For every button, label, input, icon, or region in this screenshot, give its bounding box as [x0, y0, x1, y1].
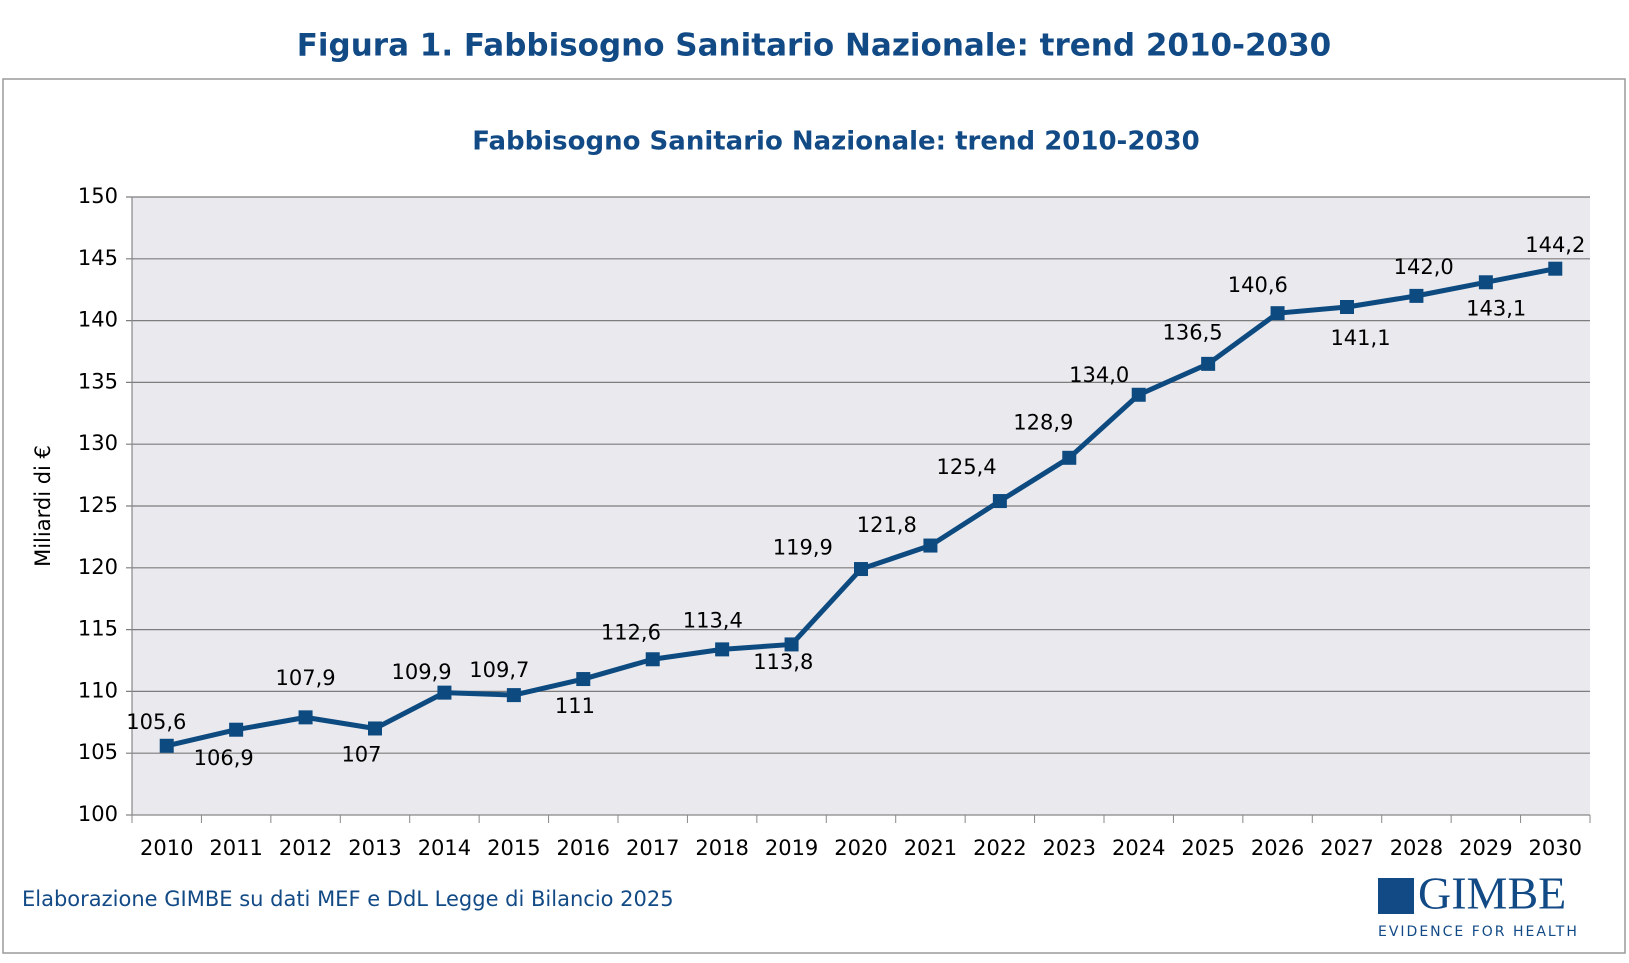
- y-tick-label: 150: [78, 184, 118, 208]
- data-marker: [1409, 288, 1424, 303]
- data-marker: [437, 685, 452, 700]
- data-marker: [1270, 306, 1285, 321]
- x-tick-label: 2024: [1112, 836, 1165, 860]
- y-tick-label: 100: [78, 802, 118, 826]
- data-marker: [992, 494, 1007, 509]
- x-tick-label: 2019: [765, 836, 818, 860]
- data-label: 107,9: [276, 666, 336, 690]
- data-label: 125,4: [937, 455, 997, 479]
- footer: Elaborazione GIMBE su dati MEF e DdL Leg…: [22, 887, 674, 911]
- data-label: 109,9: [392, 660, 452, 684]
- data-label: 134,0: [1069, 363, 1129, 387]
- logo-tagline: EVIDENCE FOR HEALTH: [1378, 924, 1579, 940]
- data-marker: [576, 672, 591, 687]
- data-label: 113,8: [753, 650, 813, 674]
- y-tick-label: 135: [78, 369, 118, 393]
- data-label: 111: [555, 694, 595, 718]
- y-tick-label: 140: [78, 308, 118, 332]
- data-marker: [923, 538, 938, 553]
- chart-title: Fabbisogno Sanitario Nazionale: trend 20…: [472, 127, 1199, 157]
- data-label: 105,6: [126, 710, 186, 734]
- data-marker: [1131, 387, 1146, 402]
- x-tick-label: 2022: [973, 836, 1026, 860]
- data-marker: [298, 710, 313, 725]
- x-tick-label: 2014: [418, 836, 471, 860]
- data-marker: [229, 722, 244, 737]
- y-tick-label: 115: [78, 617, 118, 641]
- data-marker: [854, 562, 868, 577]
- logo-icon: [1378, 878, 1414, 914]
- data-marker: [1201, 356, 1216, 371]
- data-label: 140,6: [1228, 273, 1288, 297]
- data-marker: [784, 637, 799, 652]
- x-tick-label: 2015: [487, 836, 540, 860]
- data-marker: [159, 738, 174, 753]
- data-label: 128,9: [1013, 411, 1073, 435]
- data-label: 142,0: [1394, 255, 1454, 279]
- data-marker: [368, 721, 382, 736]
- data-label: 136,5: [1162, 321, 1222, 345]
- y-tick-label: 130: [78, 431, 118, 455]
- data-label: 119,9: [773, 535, 833, 559]
- data-marker: [1478, 275, 1493, 290]
- data-label: 143,1: [1466, 296, 1526, 320]
- x-tick-label: 2025: [1181, 836, 1234, 860]
- x-tick-label: 2010: [140, 836, 193, 860]
- x-tick-label: 2027: [1320, 836, 1373, 860]
- logo: GIMBE EVIDENCE FOR HEALTH: [1378, 868, 1579, 940]
- x-tick-label: 2013: [348, 836, 401, 860]
- y-tick-label: 145: [78, 246, 118, 270]
- x-tick-label: 2023: [1043, 836, 1096, 860]
- x-tick-label: 2017: [626, 836, 679, 860]
- data-marker: [645, 652, 660, 667]
- x-tick-label: 2011: [209, 836, 262, 860]
- y-tick-label: 110: [78, 678, 118, 702]
- x-tick-label: 2012: [279, 836, 332, 860]
- x-tick-label: 2029: [1459, 836, 1512, 860]
- y-axis-label: Miliardi di €: [31, 445, 55, 567]
- x-tick-label: 2030: [1529, 836, 1582, 860]
- data-marker: [715, 642, 730, 657]
- data-label: 121,8: [857, 513, 917, 537]
- data-label: 113,4: [683, 608, 743, 632]
- data-marker: [1548, 261, 1563, 276]
- data-label: 144,2: [1525, 233, 1585, 257]
- data-marker: [506, 688, 521, 703]
- figure-title: Figura 1. Fabbisogno Sanitario Nazionale…: [297, 28, 1332, 64]
- y-tick-label: 105: [78, 740, 118, 764]
- data-label: 141,1: [1330, 326, 1390, 350]
- data-label: 106,9: [194, 746, 254, 770]
- x-tick-label: 2026: [1251, 836, 1304, 860]
- x-tick-label: 2016: [557, 836, 610, 860]
- data-marker: [1340, 300, 1354, 315]
- y-tick-label: 120: [78, 555, 118, 579]
- x-tick-label: 2020: [834, 836, 887, 860]
- y-tick-label: 125: [78, 493, 118, 517]
- x-tick-label: 2018: [695, 836, 748, 860]
- logo-name: GIMBE: [1418, 868, 1566, 919]
- data-label: 107: [341, 742, 381, 766]
- x-tick-label: 2021: [904, 836, 957, 860]
- data-label: 109,7: [469, 658, 529, 682]
- data-label: 112,6: [601, 620, 661, 644]
- x-tick-label: 2028: [1390, 836, 1443, 860]
- data-marker: [1062, 450, 1077, 465]
